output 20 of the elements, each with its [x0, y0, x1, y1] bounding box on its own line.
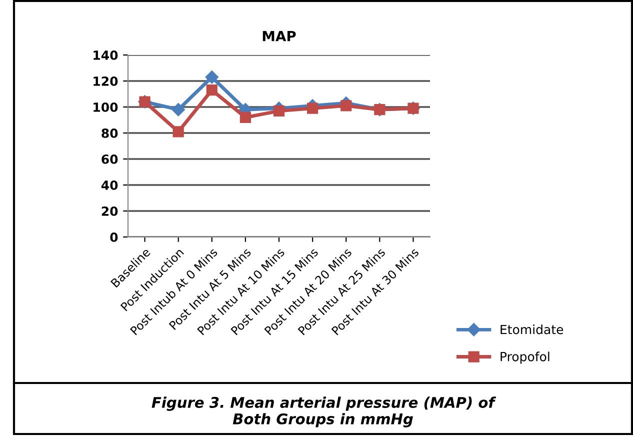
- chart-title: MAP: [262, 30, 296, 42]
- point: [206, 84, 218, 96]
- point: [172, 126, 184, 138]
- y-tick-label: 140: [94, 50, 118, 60]
- y-tick-label: 60: [102, 154, 118, 164]
- point: [240, 112, 251, 123]
- y-tick-label: 100: [94, 102, 118, 112]
- y-tick-label: 0: [110, 232, 118, 242]
- point: [340, 100, 352, 112]
- y-tick-label: 20: [102, 206, 118, 216]
- y-tick-label: 80: [102, 128, 118, 138]
- y-tick-label: 40: [101, 180, 118, 190]
- legend-label: Propofol: [500, 352, 550, 364]
- point: [172, 103, 185, 116]
- point: [273, 105, 285, 116]
- point: [307, 102, 318, 114]
- point: [205, 70, 218, 84]
- caption: Figure 3. Mean arterial pressure (MAP) of Both Groups in mmHg: [152, 396, 496, 428]
- legend-label: Etomidate: [500, 324, 564, 334]
- y-tick-label: 120: [94, 76, 118, 86]
